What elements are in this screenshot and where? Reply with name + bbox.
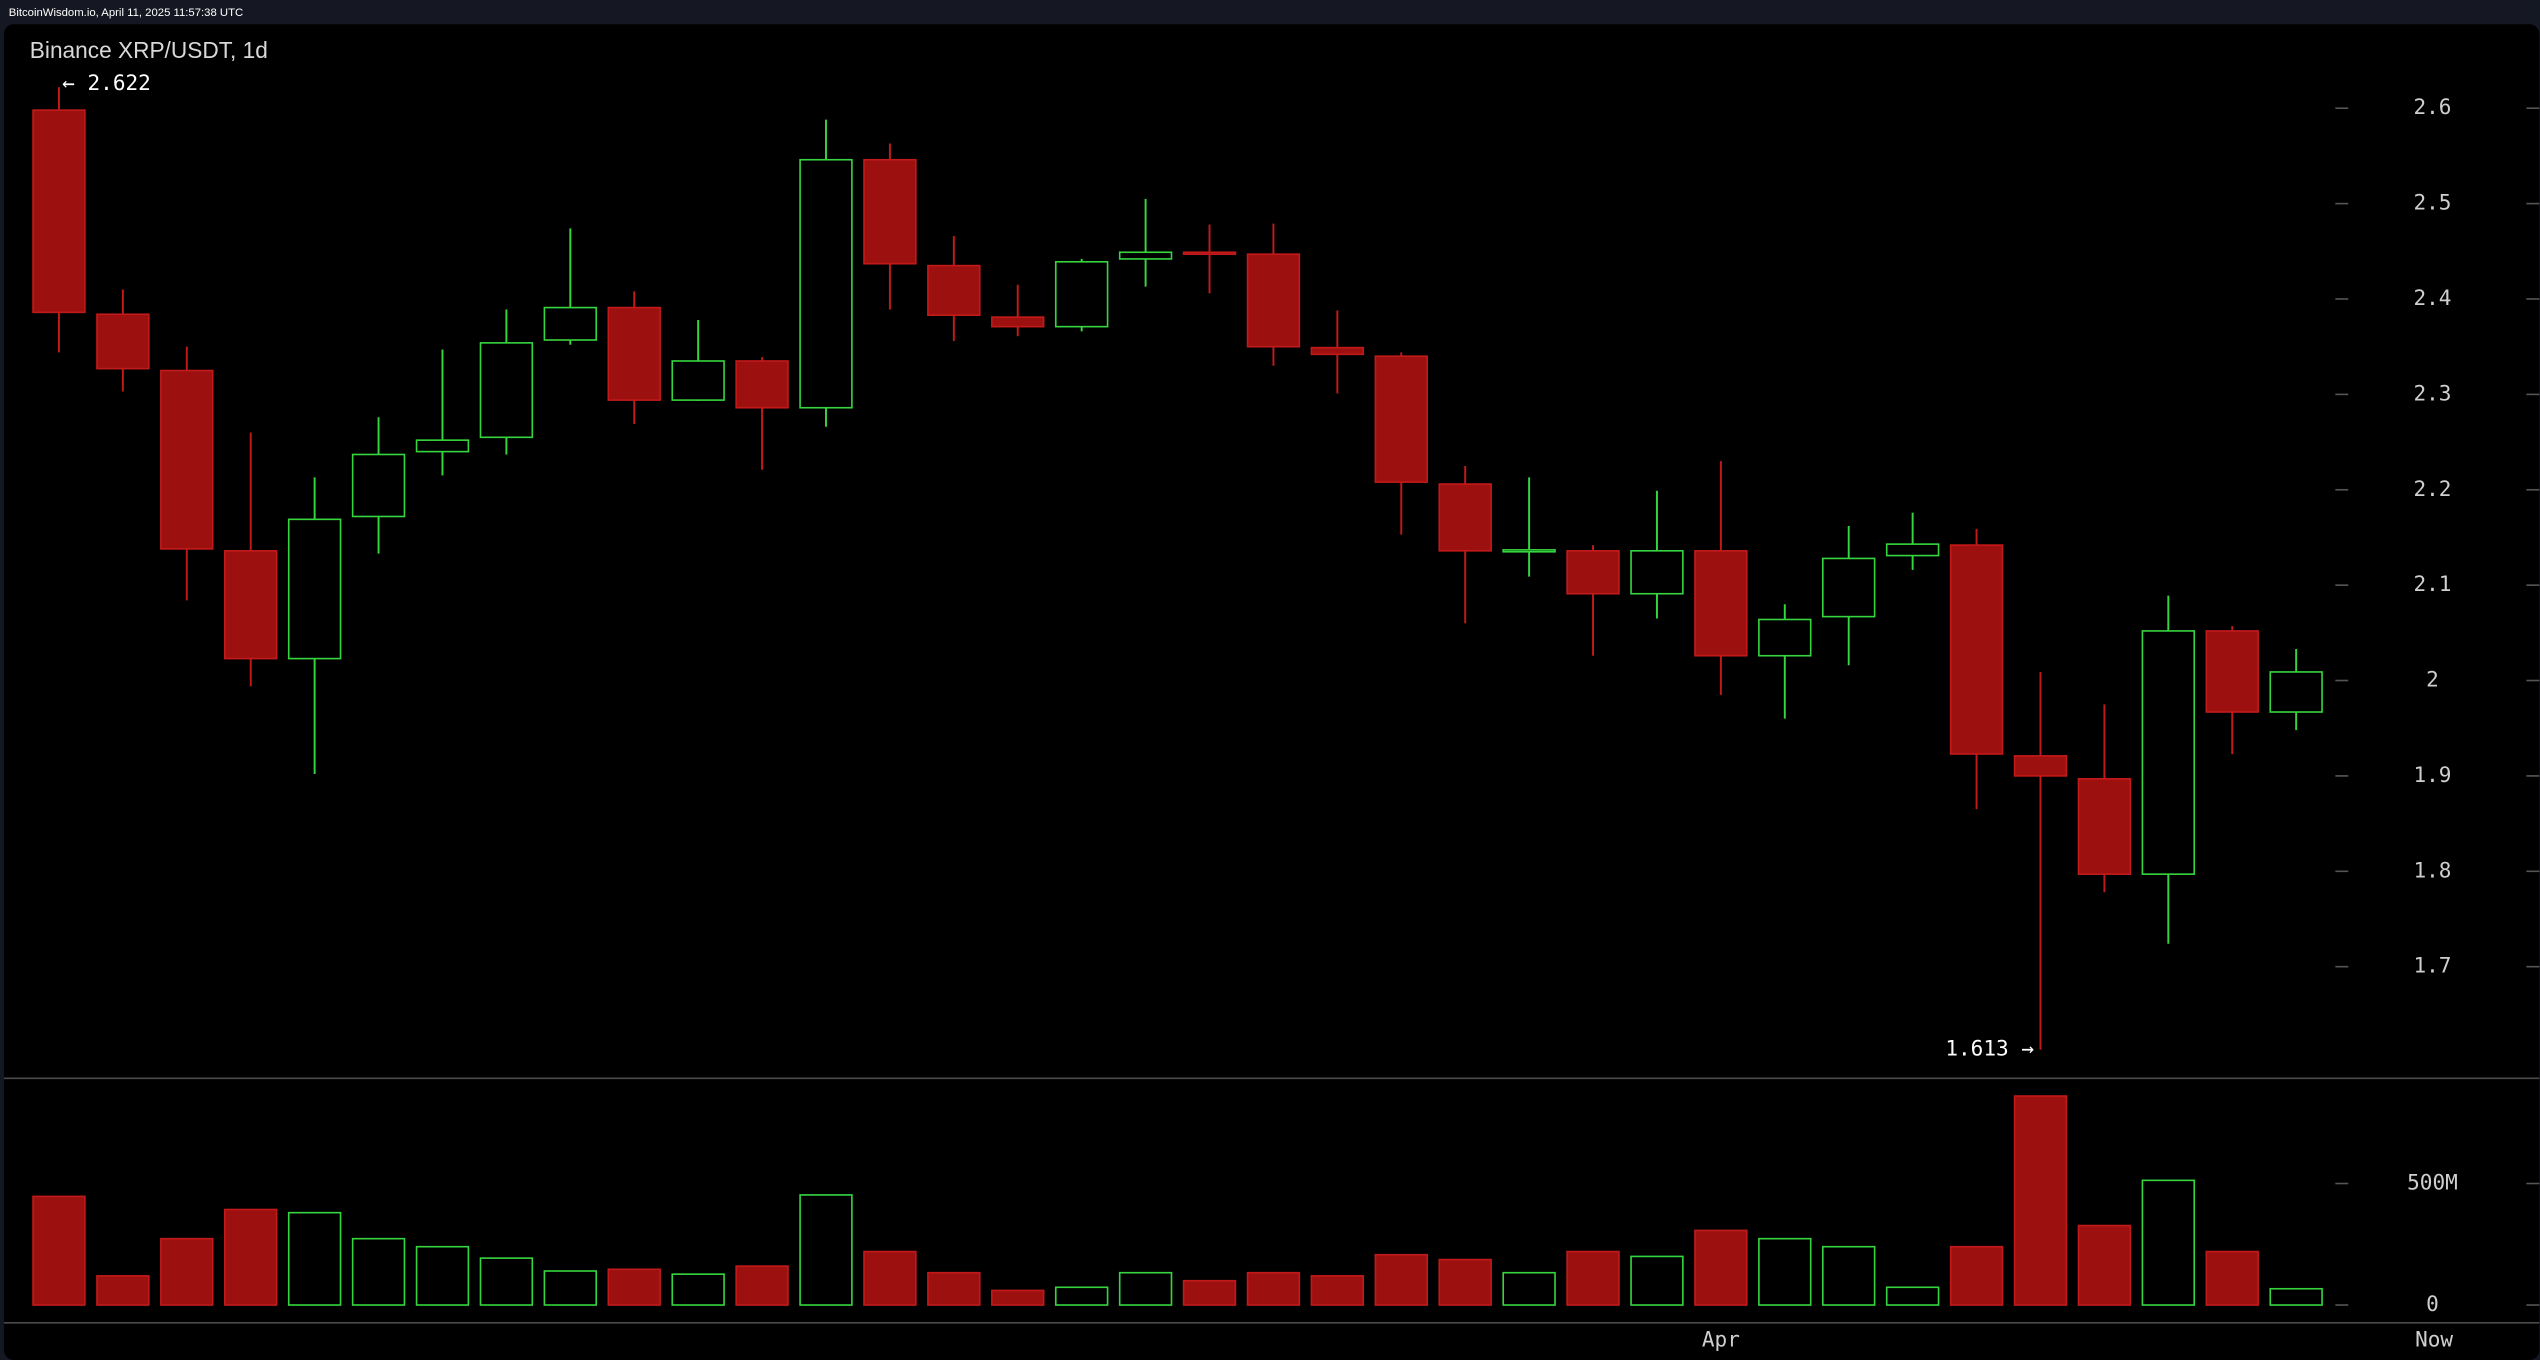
volume-tick-label: 500M [2407,1170,2458,1195]
volume-bar [735,1265,789,1306]
volume-bar [863,1250,917,1306]
volume-bar [1758,1237,1812,1306]
candle-body [2269,671,2323,713]
high-annotation: ← 2.622 [62,70,151,95]
volume-bar [223,1208,278,1306]
volume-bar [1310,1275,1365,1306]
volume-bar [799,1194,853,1306]
candle-body [1182,251,1237,256]
candle-body [927,264,981,317]
volume-bar [671,1273,725,1306]
volume-bar [415,1245,470,1306]
candle-body [1438,483,1492,552]
volume-bar [2141,1179,2196,1306]
y-tick-label: 2.3 [2413,380,2451,405]
candle-body [2141,630,2196,875]
y-tick-label: 1.7 [2413,953,2451,978]
volume-bar [32,1195,86,1306]
candle-body [1246,253,1301,348]
candle-body [1694,549,1748,657]
y-tick-label: 1.8 [2413,857,2451,882]
candle-body [351,453,406,518]
candle-body [479,342,534,439]
candle-body [32,109,86,314]
candle-body [2205,630,2259,713]
candle-body [671,360,725,401]
volume-bar [991,1289,1045,1306]
y-tick-label: 2 [2426,667,2439,692]
volume-tick-label: 0 [2426,1291,2439,1316]
candle-body [415,439,470,453]
volume-bar [96,1275,150,1306]
volume-bar [1630,1255,1684,1306]
candle-body [1821,557,1876,618]
x-end-label: Now [2415,1327,2453,1352]
volume-bar [1054,1286,1109,1306]
y-tick-label: 2.2 [2413,476,2451,501]
y-tick-label: 2.1 [2413,571,2451,596]
volume-bar [2269,1287,2323,1306]
header: BitcoinWisdom.io, April 11, 2025 11:57:3… [9,7,243,19]
low-annotation: 1.613 → [1945,1036,2034,1061]
candle-body [607,306,661,401]
candle-body [96,313,150,370]
candle-body [2013,755,2068,777]
candle-body [991,316,1045,328]
volume-bar [2013,1095,2068,1306]
candle-body [543,306,598,341]
candle-body [799,158,853,409]
volume-bar [1502,1271,1556,1306]
volume-bar [543,1270,598,1306]
volume-bar [1374,1253,1428,1306]
volume-bar [1438,1258,1492,1306]
volume-bar [1821,1245,1876,1306]
y-tick-label: 2.4 [2413,285,2451,310]
candle-body [160,369,214,550]
candle-body [1118,251,1173,260]
volume-bar [1949,1245,2004,1306]
volume-bar [607,1268,661,1306]
chart-title: Binance XRP/USDT, 1d [30,37,268,63]
y-tick-label: 2.5 [2413,190,2451,215]
volume-bar [927,1271,981,1306]
volume-bar [1182,1279,1237,1306]
volume-bar [2077,1224,2132,1306]
volume-bar [479,1257,534,1306]
y-tick-label: 2.6 [2413,94,2451,119]
candle-body [1758,618,1812,657]
x-tick-label: Apr [1702,1327,1740,1352]
volume-bar [287,1211,342,1306]
volume-bar [351,1237,406,1306]
volume-bar [1246,1271,1301,1306]
candle-body [1630,549,1684,595]
volume-bar [1118,1271,1173,1306]
candle-body [1949,544,2004,755]
candle-body [1054,260,1109,328]
candle-body [735,360,789,409]
volume-bar [1566,1250,1620,1306]
y-tick-label: 1.9 [2413,762,2451,787]
volume-bar [160,1237,214,1306]
volume-bar [2205,1250,2259,1306]
volume-bar [1885,1286,1940,1306]
candle-body [1374,355,1428,483]
candle-body [1502,549,1556,553]
candle-body [2077,777,2132,875]
candle-body [1885,543,1940,557]
candle-body [287,518,342,660]
candle-body [1310,346,1365,356]
candle-body [863,158,917,265]
candle-body [223,549,278,660]
candle-body [1566,549,1620,595]
volume-bar [1694,1229,1748,1306]
